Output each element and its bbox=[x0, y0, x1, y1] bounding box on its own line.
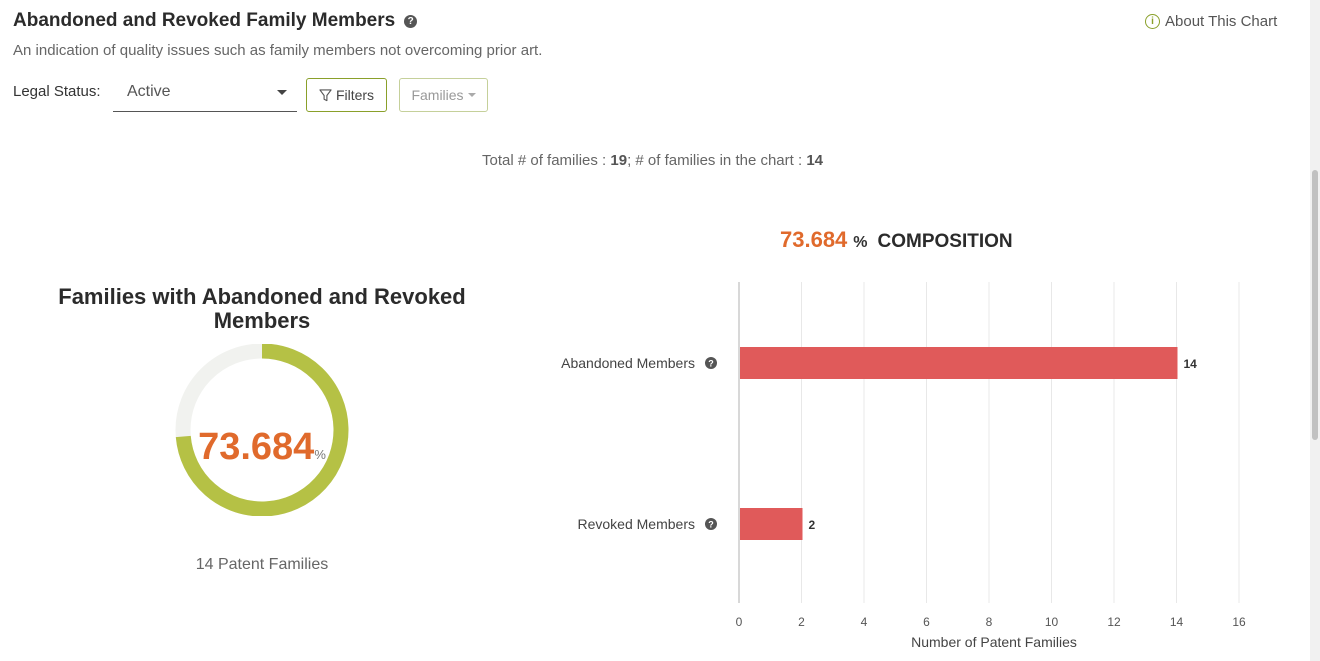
x-tick-label: 8 bbox=[986, 615, 993, 629]
scrollbar-thumb[interactable] bbox=[1312, 170, 1318, 440]
composition-label: COMPOSITION bbox=[877, 231, 1013, 252]
donut-segment[interactable] bbox=[175, 344, 349, 516]
legal-status-label: Legal Status: bbox=[13, 83, 101, 100]
x-tick-label: 4 bbox=[861, 615, 868, 629]
x-tick-label: 16 bbox=[1232, 615, 1246, 629]
bar[interactable] bbox=[740, 347, 1178, 379]
donut-percent-unit: % bbox=[314, 447, 326, 462]
question-glyph: ? bbox=[708, 359, 714, 369]
question-icon[interactable] bbox=[705, 518, 717, 530]
families-summary: Total # of families : 19; # of families … bbox=[0, 152, 1305, 169]
total-families-label: Total # of families : bbox=[481, 152, 611, 169]
legal-status-value: Active bbox=[127, 83, 171, 100]
filters-label: Filters bbox=[335, 87, 375, 103]
category-label: Revoked Members bbox=[578, 516, 696, 532]
legal-status-select[interactable]: Active bbox=[113, 76, 297, 112]
data-label: 14 bbox=[1184, 357, 1198, 371]
donut-chart bbox=[175, 344, 349, 516]
x-tick-label: 6 bbox=[923, 615, 930, 629]
data-label: 2 bbox=[809, 518, 816, 532]
families-in-chart-label: ; # of families in the chart : bbox=[627, 152, 807, 169]
question-icon[interactable] bbox=[705, 357, 717, 369]
bar[interactable] bbox=[740, 508, 803, 540]
composition-bar-chart: 0 2 4 6 8 10 12 14 16 Abandoned Members? 14 Revoked… bbox=[561, 282, 1246, 650]
about-chart-link[interactable]: i About This Chart bbox=[1145, 13, 1277, 30]
question-icon[interactable]: ? bbox=[404, 14, 418, 28]
x-tick-label: 0 bbox=[736, 615, 743, 629]
total-families-value: 19 bbox=[610, 152, 628, 169]
filter-icon bbox=[319, 88, 332, 101]
donut-percent-value: 73.684 bbox=[198, 426, 315, 468]
x-axis-label: Number of Patent Families bbox=[911, 634, 1077, 650]
composition-title: 73.684 % COMPOSITION bbox=[780, 227, 1013, 253]
families-dropdown-button[interactable]: Families bbox=[399, 78, 488, 112]
x-tick-label: 12 bbox=[1107, 615, 1121, 629]
page-subtitle: An indication of quality issues such as … bbox=[13, 42, 543, 59]
donut-value: 73.684% bbox=[162, 426, 362, 469]
families-label: Families bbox=[411, 87, 464, 103]
about-chart-label: About This Chart bbox=[1165, 13, 1278, 30]
x-tick-label: 14 bbox=[1170, 615, 1184, 629]
composition-value: 73.684 bbox=[780, 227, 848, 252]
page-title-text: Abandoned and Revoked Family Members bbox=[13, 10, 396, 31]
page-scrollbar[interactable] bbox=[1310, 0, 1320, 661]
info-icon: i bbox=[1145, 14, 1160, 29]
question-glyph: ? bbox=[708, 520, 714, 530]
chevron-down-icon bbox=[277, 90, 287, 95]
x-tick-label: 10 bbox=[1045, 615, 1059, 629]
x-tick-label: 2 bbox=[798, 615, 805, 629]
donut-caption: 14 Patent Families bbox=[195, 556, 329, 573]
category-label: Abandoned Members bbox=[561, 355, 695, 371]
caret-down-icon bbox=[467, 93, 476, 97]
families-in-chart-value: 14 bbox=[806, 152, 823, 169]
page-title: Abandoned and Revoked Family Members ? bbox=[13, 10, 418, 32]
filters-button[interactable]: Filters bbox=[306, 78, 387, 112]
composition-unit: % bbox=[853, 234, 868, 251]
donut-chart-title: Families with Abandoned and Revoked Memb… bbox=[58, 284, 466, 333]
